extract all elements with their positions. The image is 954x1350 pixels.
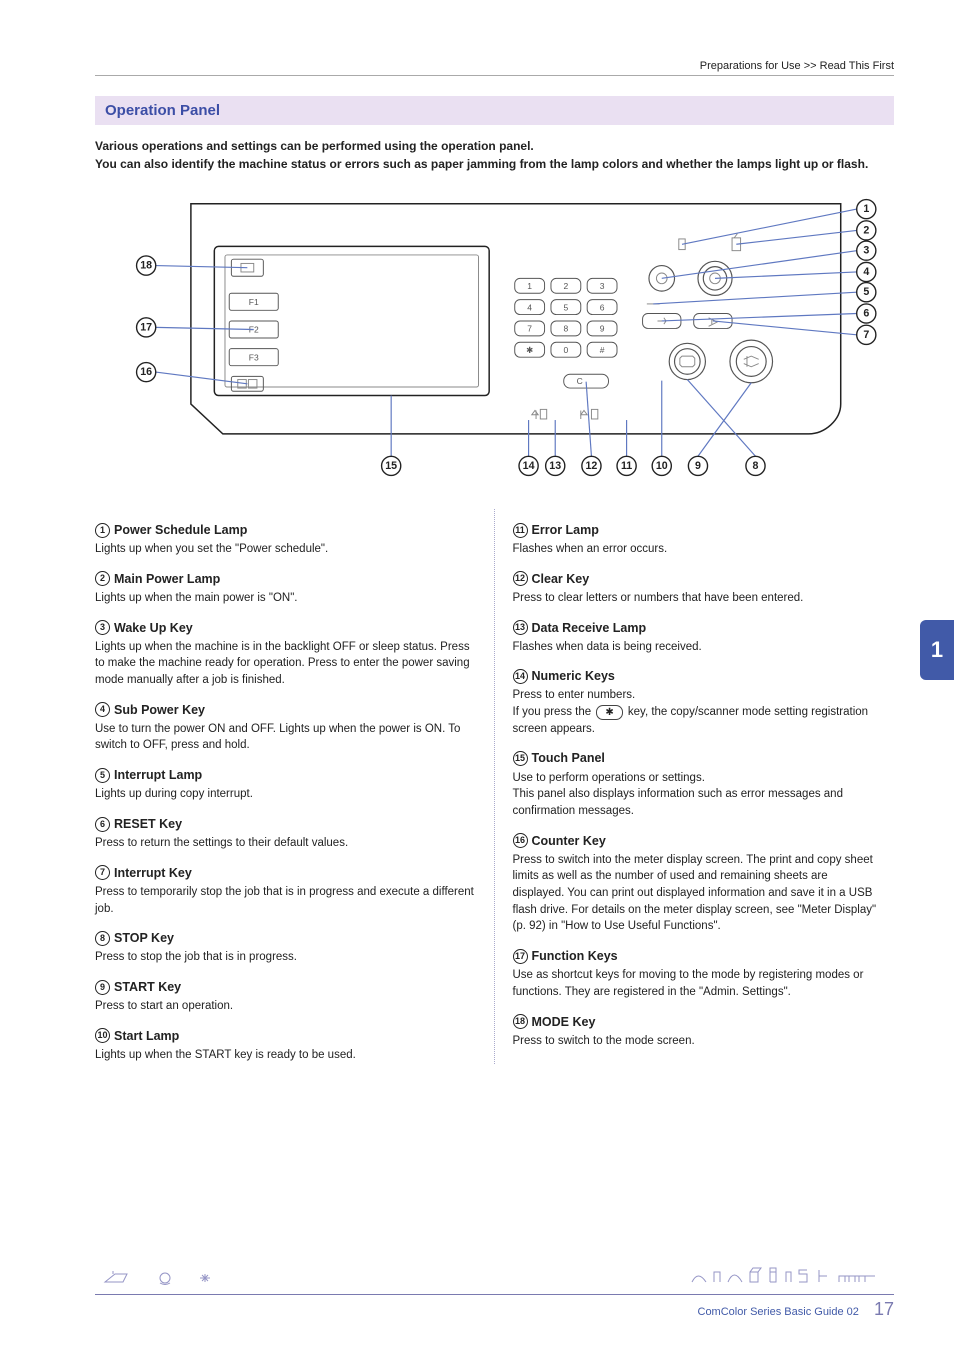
- item-heading-8: 8 STOP Key: [95, 929, 476, 947]
- svg-text:F1: F1: [249, 297, 259, 307]
- item-heading-10: 10 Start Lamp: [95, 1027, 476, 1045]
- svg-text:1: 1: [863, 203, 869, 215]
- page-footer: ComColor Series Basic Guide 02 17: [95, 1262, 894, 1320]
- svg-text:8: 8: [753, 460, 759, 472]
- item-desc-14: Press to enter numbers.If you press the …: [513, 687, 883, 737]
- item-desc-7: Press to temporarily stop the job that i…: [95, 884, 476, 917]
- item-desc-17: Use as shortcut keys for moving to the m…: [513, 967, 883, 1000]
- svg-text:3: 3: [863, 245, 869, 257]
- svg-text:7: 7: [527, 324, 532, 334]
- item-desc-12: Press to clear letters or numbers that h…: [513, 590, 883, 607]
- svg-text:6: 6: [600, 302, 605, 312]
- svg-text:#: #: [600, 345, 605, 355]
- item-heading-6: 6 RESET Key: [95, 815, 476, 833]
- item-desc-10: Lights up when the START key is ready to…: [95, 1047, 476, 1064]
- descriptions-columns: 1 Power Schedule Lamp Lights up when you …: [95, 509, 894, 1064]
- item-heading-15: 15 Touch Panel: [513, 749, 883, 767]
- svg-text:13: 13: [549, 460, 561, 472]
- svg-text:5: 5: [563, 302, 568, 312]
- item-desc-16: Press to switch into the meter display s…: [513, 852, 883, 935]
- footer-guide-title: ComColor Series Basic Guide 02: [698, 1306, 859, 1318]
- svg-text:5: 5: [863, 286, 869, 298]
- svg-text:C: C: [577, 376, 583, 386]
- svg-text:10: 10: [656, 460, 668, 472]
- item-heading-18: 18 MODE Key: [513, 1013, 883, 1031]
- item-heading-4: 4 Sub Power Key: [95, 701, 476, 719]
- item-desc-11: Flashes when an error occurs.: [513, 541, 883, 558]
- item-heading-16: 16 Counter Key: [513, 832, 883, 850]
- item-heading-12: 12 Clear Key: [513, 570, 883, 588]
- item-heading-2: 2 Main Power Lamp: [95, 570, 476, 588]
- svg-text:1: 1: [527, 281, 532, 291]
- item-heading-13: 13 Data Receive Lamp: [513, 619, 883, 637]
- svg-text:4: 4: [527, 302, 532, 312]
- item-heading-7: 7 Interrupt Key: [95, 864, 476, 882]
- item-desc-5: Lights up during copy interrupt.: [95, 786, 476, 803]
- svg-text:2: 2: [863, 224, 869, 236]
- svg-text:2: 2: [563, 281, 568, 291]
- svg-text:7: 7: [863, 329, 869, 341]
- chapter-tab: 1: [920, 620, 954, 680]
- item-heading-11: 11 Error Lamp: [513, 521, 883, 539]
- item-desc-9: Press to start an operation.: [95, 998, 476, 1015]
- footer-deco-right: [684, 1262, 894, 1288]
- svg-text:8: 8: [563, 324, 568, 334]
- page-number: 17: [874, 1299, 894, 1319]
- item-desc-8: Press to stop the job that is in progres…: [95, 949, 476, 966]
- item-desc-18: Press to switch to the mode screen.: [513, 1033, 883, 1050]
- svg-text:6: 6: [863, 308, 869, 320]
- item-heading-17: 17 Function Keys: [513, 947, 883, 965]
- item-heading-5: 5 Interrupt Lamp: [95, 766, 476, 784]
- item-desc-15: Use to perform operations or settings.Th…: [513, 770, 883, 820]
- svg-text:3: 3: [600, 281, 605, 291]
- operation-panel-diagram: F1F2F3 123456789✱0# C: [95, 191, 894, 489]
- item-desc-13: Flashes when data is being received.: [513, 639, 883, 656]
- svg-text:12: 12: [586, 460, 598, 472]
- svg-text:14: 14: [523, 460, 535, 472]
- item-desc-3: Lights up when the machine is in the bac…: [95, 639, 476, 689]
- item-heading-14: 14 Numeric Keys: [513, 667, 883, 685]
- intro-text: Various operations and settings can be p…: [95, 137, 894, 173]
- item-heading-9: 9 START Key: [95, 978, 476, 996]
- svg-text:9: 9: [600, 324, 605, 334]
- item-desc-2: Lights up when the main power is "ON".: [95, 590, 476, 607]
- item-desc-1: Lights up when you set the "Power schedu…: [95, 541, 476, 558]
- svg-text:16: 16: [140, 366, 152, 378]
- svg-text:15: 15: [385, 460, 397, 472]
- left-column: 1 Power Schedule Lamp Lights up when you …: [95, 509, 495, 1064]
- section-heading: Operation Panel: [95, 96, 894, 125]
- item-desc-6: Press to return the settings to their de…: [95, 835, 476, 852]
- svg-text:0: 0: [563, 345, 568, 355]
- footer-deco-left: [95, 1266, 275, 1288]
- item-heading-1: 1 Power Schedule Lamp: [95, 521, 476, 539]
- svg-text:4: 4: [863, 266, 869, 278]
- right-column: 11 Error Lamp Flashes when an error occur…: [495, 509, 895, 1064]
- svg-text:11: 11: [621, 460, 632, 472]
- svg-text:F3: F3: [249, 352, 259, 362]
- svg-text:9: 9: [695, 460, 701, 472]
- svg-text:✱: ✱: [526, 345, 533, 355]
- item-desc-4: Use to turn the power ON and OFF. Lights…: [95, 721, 476, 754]
- svg-text:18: 18: [140, 260, 152, 272]
- item-heading-3: 3 Wake Up Key: [95, 619, 476, 637]
- breadcrumb: Preparations for Use >> Read This First: [95, 60, 894, 76]
- svg-text:17: 17: [140, 321, 152, 333]
